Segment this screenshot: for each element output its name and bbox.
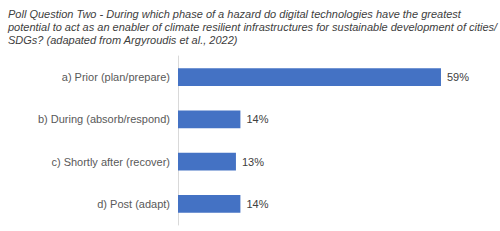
svg-text:59%: 59%: [447, 71, 469, 83]
svg-text:c) Shortly after (recover): c) Shortly after (recover): [51, 156, 170, 168]
svg-text:Poll Question Two - During whi: Poll Question Two - During which phase o…: [8, 8, 464, 20]
svg-text:SDGs? (adapated from Argyroudi: SDGs? (adapated from Argyroudis et al., …: [8, 34, 238, 46]
svg-text:a) Prior (plan/prepare): a) Prior (plan/prepare): [62, 71, 170, 83]
svg-text:13%: 13%: [242, 156, 264, 168]
svg-text:14%: 14%: [246, 198, 268, 210]
svg-text:potential to act as an enabler: potential to act as an enabler of climat…: [7, 21, 498, 33]
svg-text:14%: 14%: [246, 113, 268, 125]
svg-text:d) Post (adapt): d) Post (adapt): [97, 198, 170, 210]
svg-text:b) During (absorb/respond): b) During (absorb/respond): [38, 113, 170, 125]
